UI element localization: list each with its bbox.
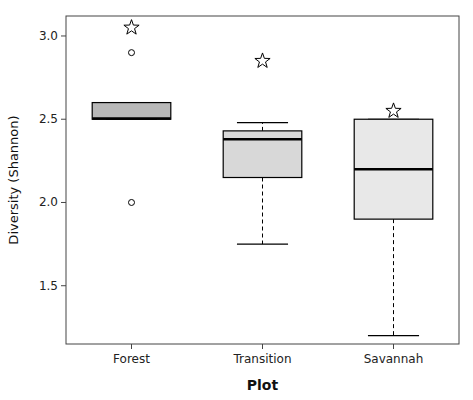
y-tick-label: 2.5 xyxy=(39,112,58,126)
y-tick-label: 3.0 xyxy=(39,29,58,43)
box xyxy=(92,103,171,120)
star xyxy=(386,103,401,117)
y-tick xyxy=(61,35,66,36)
outlier xyxy=(129,50,135,56)
y-tick-label: 2.0 xyxy=(39,195,58,209)
cap-low xyxy=(237,244,288,245)
x-tick xyxy=(262,344,263,349)
median xyxy=(354,168,433,171)
star xyxy=(255,53,270,67)
y-tick xyxy=(61,285,66,286)
median xyxy=(92,117,171,120)
x-tick xyxy=(393,344,394,349)
x-axis-label: Plot xyxy=(247,377,279,393)
outlier xyxy=(129,199,135,205)
box xyxy=(354,119,433,219)
y-tick xyxy=(61,202,66,203)
cap-high xyxy=(237,122,288,123)
whisker-low xyxy=(393,219,394,336)
y-tick xyxy=(61,119,66,120)
x-tick-label: Transition xyxy=(232,352,291,366)
x-tick-label: Forest xyxy=(113,352,150,366)
chart: 1.5 2.0 2.5 3.0 Forest Transition Savannah Plot… xyxy=(0,0,473,400)
whisker-high xyxy=(262,123,263,131)
cap-low xyxy=(368,335,419,336)
x-tick xyxy=(131,344,132,349)
y-tick-label: 1.5 xyxy=(39,279,58,293)
marks xyxy=(92,20,433,336)
box xyxy=(223,131,302,178)
whisker-low xyxy=(262,178,263,245)
median xyxy=(223,138,302,141)
plot-frame xyxy=(66,16,459,344)
x-tick-label: Savannah xyxy=(364,352,424,366)
star xyxy=(124,20,139,34)
y-axis-label: Diversity (Shannon) xyxy=(6,115,21,244)
